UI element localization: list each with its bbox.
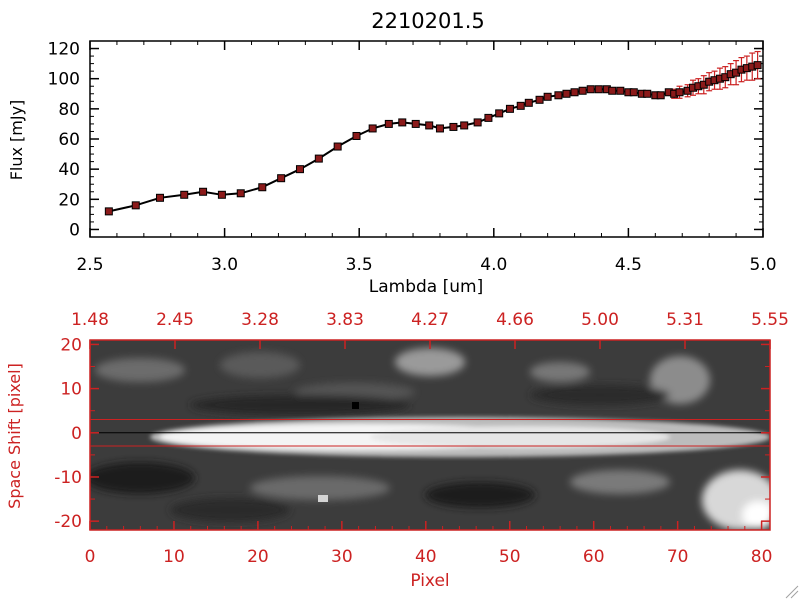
spectrum-y-label: Flux [mJy] xyxy=(7,100,26,181)
spectrum-point xyxy=(368,124,377,133)
spectrum-point xyxy=(554,91,563,100)
image-top-wavelength-ticks: 1.48 2.45 3.28 3.83 4.27 4.66 5.00 5.31 5.55 xyxy=(71,310,789,349)
spectrum-point xyxy=(277,174,286,183)
spectrum-point xyxy=(104,207,113,216)
spectrum-y-tick-label: 20 xyxy=(58,190,80,210)
image-x-label: Pixel xyxy=(410,571,449,591)
spectrum-point xyxy=(295,165,304,174)
image-x-tick-label: 50 xyxy=(499,547,521,567)
spectrum-point xyxy=(180,190,189,199)
spectrum-point xyxy=(460,121,469,130)
spectrum-point xyxy=(505,104,514,113)
spectrum-panel: 2210201.5 0 20 40 60 80 100 120 2.5 3.0 3.5 4.0 4.… xyxy=(7,9,777,297)
spectrum-point xyxy=(495,109,504,118)
image-top-tick-label: 4.27 xyxy=(411,310,449,330)
spectrum-point xyxy=(199,187,208,196)
spectrum-point xyxy=(131,201,140,210)
spectrum-y-tick-label: 100 xyxy=(48,70,80,90)
spectrum-point xyxy=(594,85,603,94)
spectral-image xyxy=(90,340,770,530)
spectrum-y-ticks: 0 20 40 60 80 100 120 xyxy=(48,40,763,240)
spectrum-x-tick-label: 4.0 xyxy=(480,255,507,275)
image-y-tick-label: 10 xyxy=(60,380,82,400)
spectrum-point xyxy=(578,86,587,95)
spectrum-x-tick-label: 5.0 xyxy=(749,255,776,275)
image-top-tick-label: 5.55 xyxy=(751,310,789,330)
image-top-tick-label: 5.31 xyxy=(666,310,704,330)
spectrum-point xyxy=(314,154,323,163)
spectrum-point xyxy=(333,142,342,151)
spectrum-point xyxy=(656,91,665,100)
spectrum-x-tick-label: 2.5 xyxy=(76,255,103,275)
spectrum-point xyxy=(155,193,164,202)
image-x-tick-label: 40 xyxy=(415,547,437,567)
spectrum-point xyxy=(473,118,482,127)
spectrum-x-tick-label: 3.5 xyxy=(346,255,373,275)
spectrum-point xyxy=(608,86,617,95)
spectrum-x-label: Lambda [um] xyxy=(369,277,483,297)
resize-grip-icon xyxy=(785,585,799,599)
image-x-tick-label: 30 xyxy=(331,547,353,567)
spectrum-point xyxy=(562,89,571,98)
image-y-tick-label: 20 xyxy=(60,335,82,355)
image-top-tick-label: 3.28 xyxy=(241,310,279,330)
spectrum-point xyxy=(586,85,595,94)
spectrum-plot-frame xyxy=(89,40,764,238)
image-x-tick-label: 20 xyxy=(247,547,269,567)
spectrum-y-tick-label: 0 xyxy=(69,220,80,240)
image-top-tick-label: 3.83 xyxy=(326,310,364,330)
spectrum-point xyxy=(524,98,533,107)
spectrum-point xyxy=(516,101,525,110)
image-y-label: Space Shift [pixel] xyxy=(5,363,24,509)
image-top-tick-label: 1.48 xyxy=(71,310,109,330)
spectrum-point xyxy=(675,88,684,97)
image-y-tick-label: 0 xyxy=(71,424,82,444)
image-top-tick-label: 4.66 xyxy=(496,310,534,330)
image-y-tick-label: -20 xyxy=(54,512,82,532)
spectrum-point xyxy=(352,131,361,140)
spectrum-x-tick-label: 3.0 xyxy=(211,255,238,275)
spectrum-point xyxy=(535,95,544,104)
image-x-tick-label: 70 xyxy=(667,547,689,567)
spectrum-y-tick-label: 120 xyxy=(48,40,80,60)
spectrum-point xyxy=(384,119,393,128)
spectrum-point xyxy=(616,86,625,95)
image-y-tick-label: -10 xyxy=(54,468,82,488)
spectrum-x-ticks: 2.5 3.0 3.5 4.0 4.5 5.0 xyxy=(76,41,777,275)
spectrum-point xyxy=(435,124,444,133)
spectrum-markers xyxy=(104,61,762,216)
spectrum-point xyxy=(543,92,552,101)
spectrum-x-tick-label: 4.5 xyxy=(615,255,642,275)
spectrum-point xyxy=(449,122,458,131)
image-x-tick-label: 60 xyxy=(583,547,605,567)
spectrum-y-tick-label: 60 xyxy=(58,130,80,150)
spectrum-point xyxy=(629,88,638,97)
spectrum-point xyxy=(217,190,226,199)
spectrum-point xyxy=(643,89,652,98)
image-x-tick-label: 0 xyxy=(85,547,96,567)
image-top-tick-label: 2.45 xyxy=(156,310,194,330)
image-y-ticks: -20 -10 0 10 20 xyxy=(54,335,770,532)
spectrum-point xyxy=(258,183,267,192)
spectrum-y-tick-label: 80 xyxy=(58,100,80,120)
spectrum-point xyxy=(425,121,434,130)
image-x-ticks: 0 10 20 30 40 50 60 70 80 xyxy=(85,521,773,567)
image-top-tick-label: 5.00 xyxy=(581,310,619,330)
spectrum-point xyxy=(398,118,407,127)
spectrum-point xyxy=(484,113,493,122)
image-panel: -20 -10 0 10 20 0 10 20 30 40 50 60 70 80 1.48 2.45 3.… xyxy=(5,310,789,591)
spectrum-y-tick-label: 40 xyxy=(58,160,80,180)
chart-title: 2210201.5 xyxy=(371,9,485,33)
image-x-tick-label: 80 xyxy=(751,547,773,567)
image-x-tick-label: 10 xyxy=(163,547,185,567)
spectrum-point xyxy=(753,61,762,70)
spectrum-point xyxy=(411,119,420,128)
spectrum-point xyxy=(236,189,245,198)
spectrum-point xyxy=(570,88,579,97)
